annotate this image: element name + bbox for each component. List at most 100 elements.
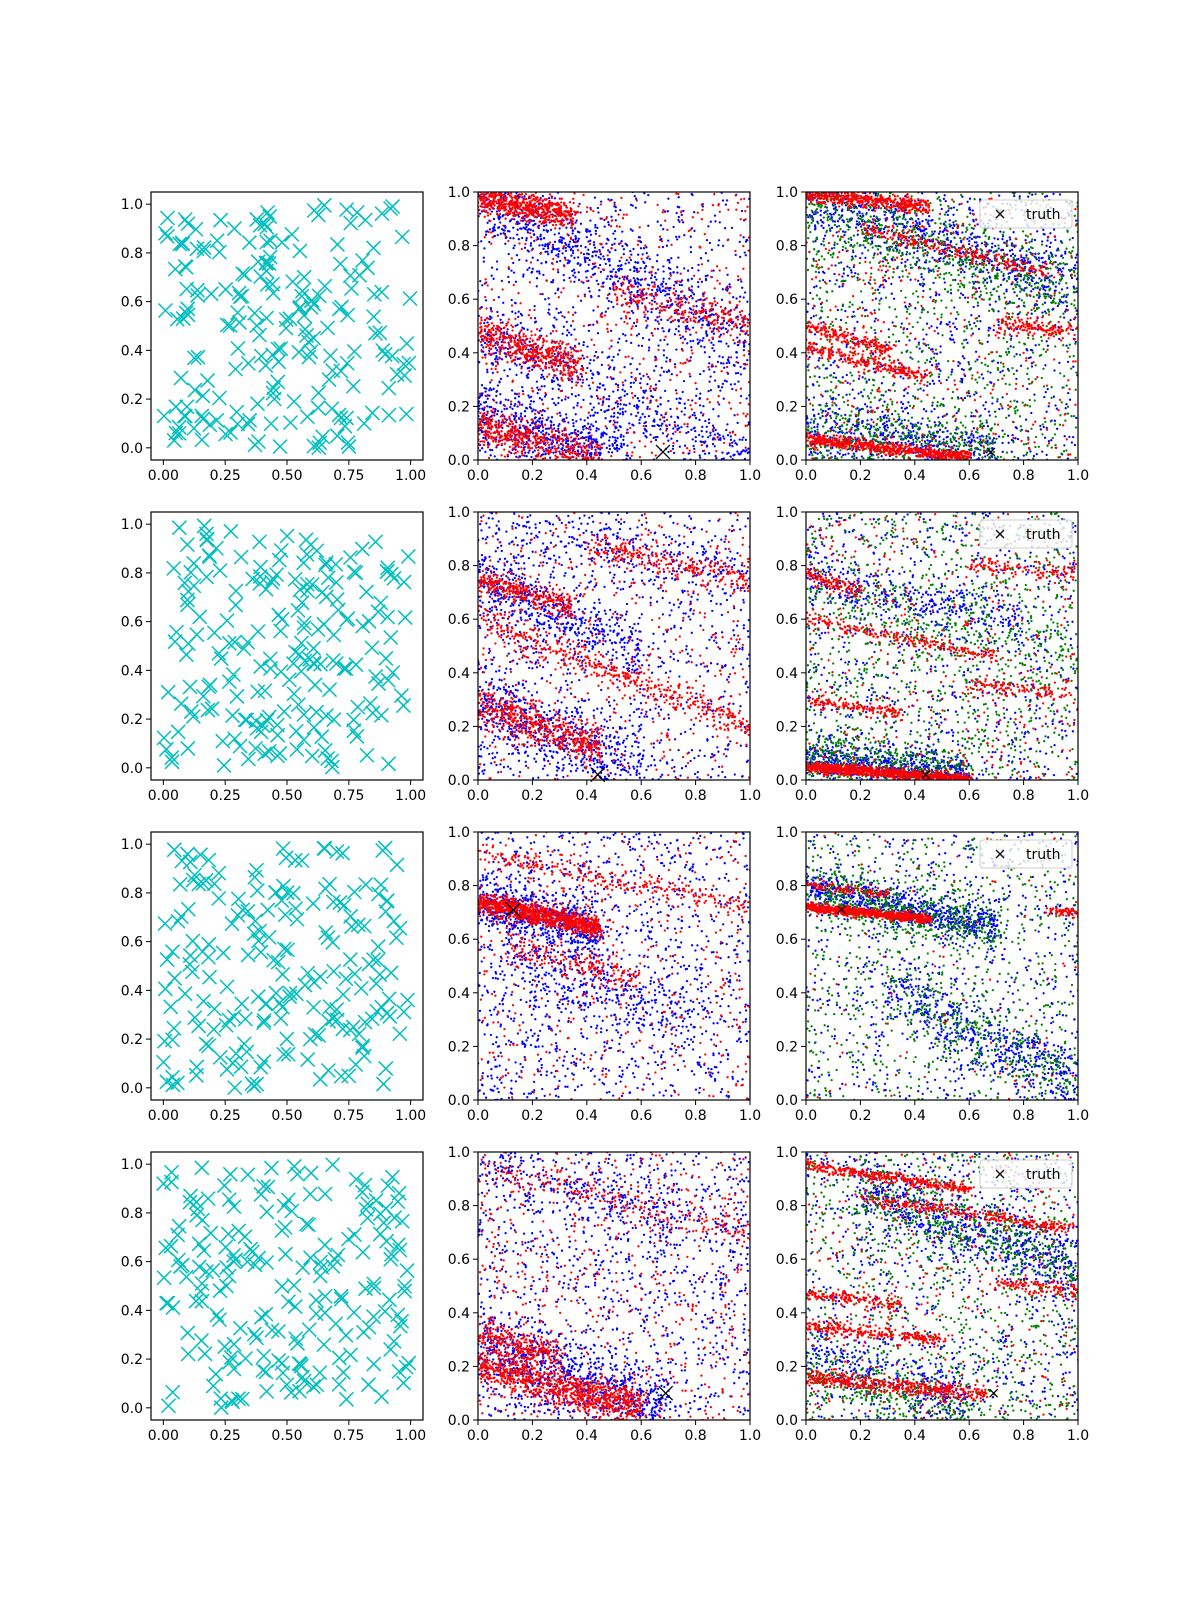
red-point <box>741 319 745 322</box>
red-point <box>573 439 576 442</box>
red-point <box>549 349 552 352</box>
red-point <box>546 218 549 222</box>
red-point <box>561 218 564 221</box>
blue-point <box>662 370 666 373</box>
blue-point <box>616 383 620 387</box>
blue-point <box>526 223 530 226</box>
blue-point <box>531 451 535 454</box>
red-point <box>558 345 561 348</box>
red-point <box>529 356 532 359</box>
red-point <box>673 293 676 297</box>
blue-point <box>542 375 545 379</box>
blue-point <box>524 227 527 231</box>
red-point <box>557 342 561 345</box>
red-point <box>648 301 651 305</box>
blue-point <box>809 316 813 320</box>
blue-point <box>513 218 516 221</box>
blue-point <box>660 282 664 286</box>
red-point <box>553 346 556 349</box>
blue-point <box>545 229 548 232</box>
blue-point <box>616 353 620 356</box>
red-point <box>519 330 522 333</box>
blue-point <box>494 358 497 361</box>
red-point <box>528 308 531 312</box>
red-point <box>579 452 582 455</box>
blue-point <box>565 440 568 443</box>
red-point <box>561 373 565 377</box>
red-point <box>735 360 738 364</box>
red-point <box>501 288 504 291</box>
blue-point <box>546 250 549 253</box>
blue-point <box>668 289 671 292</box>
blue-point <box>558 422 561 426</box>
blue-point <box>691 339 695 343</box>
red-point <box>678 430 682 434</box>
red-point <box>539 251 543 255</box>
blue-point <box>614 248 617 252</box>
red-point <box>708 401 712 404</box>
red-point <box>728 442 732 445</box>
blue-point <box>613 201 616 204</box>
red-point <box>726 329 730 332</box>
red-point <box>507 450 511 453</box>
red-point <box>539 292 542 296</box>
blue-point <box>680 410 683 413</box>
blue-point <box>560 240 563 244</box>
blue-point <box>705 332 708 335</box>
red-point <box>491 352 494 355</box>
blue-point <box>624 334 627 337</box>
blue-point <box>547 308 551 311</box>
blue-point <box>573 328 576 331</box>
cyan-x-point <box>285 274 301 290</box>
cyan-x-point <box>222 317 238 334</box>
red-point <box>538 201 541 205</box>
red-point <box>573 432 577 435</box>
blue-point <box>961 293 965 297</box>
blue-point <box>523 217 526 220</box>
red-point <box>490 310 494 313</box>
red-point <box>656 306 659 310</box>
blue-point <box>507 252 510 256</box>
red-point <box>610 219 614 222</box>
red-point <box>645 373 649 376</box>
red-point <box>729 356 733 359</box>
blue-point <box>712 313 715 316</box>
red-point <box>548 210 552 213</box>
blue-point <box>516 233 519 236</box>
red-point <box>504 335 507 339</box>
red-point <box>630 392 634 395</box>
blue-point <box>710 248 714 251</box>
blue-point <box>571 377 574 380</box>
blue-point <box>854 255 857 258</box>
red-point <box>700 326 703 329</box>
red-point <box>563 210 566 213</box>
blue-point <box>733 364 736 367</box>
blue-point <box>517 215 521 218</box>
red-point <box>600 217 604 220</box>
blue-point <box>496 233 499 237</box>
blue-point <box>567 421 570 424</box>
red-point <box>500 205 503 208</box>
blue-point <box>1009 345 1012 348</box>
red-point <box>486 214 490 217</box>
red-point <box>489 347 493 351</box>
red-point <box>662 442 665 445</box>
blue-point <box>594 411 597 414</box>
red-point <box>606 323 609 326</box>
cyan-x-point <box>374 284 390 300</box>
cyan-x-point <box>259 310 275 326</box>
blue-point <box>654 364 658 368</box>
cyan-x-point <box>235 266 251 282</box>
red-point <box>567 450 571 453</box>
red-point <box>511 352 514 355</box>
cyan-x-point <box>171 425 187 441</box>
blue-point <box>673 363 677 366</box>
blue-point <box>619 403 622 406</box>
red-point <box>527 209 530 212</box>
cyan-x-point <box>240 355 256 371</box>
cyan-x-point <box>180 301 196 317</box>
red-point <box>737 275 740 278</box>
red-point <box>511 345 514 349</box>
blue-point <box>694 440 697 443</box>
blue-point <box>506 229 510 233</box>
